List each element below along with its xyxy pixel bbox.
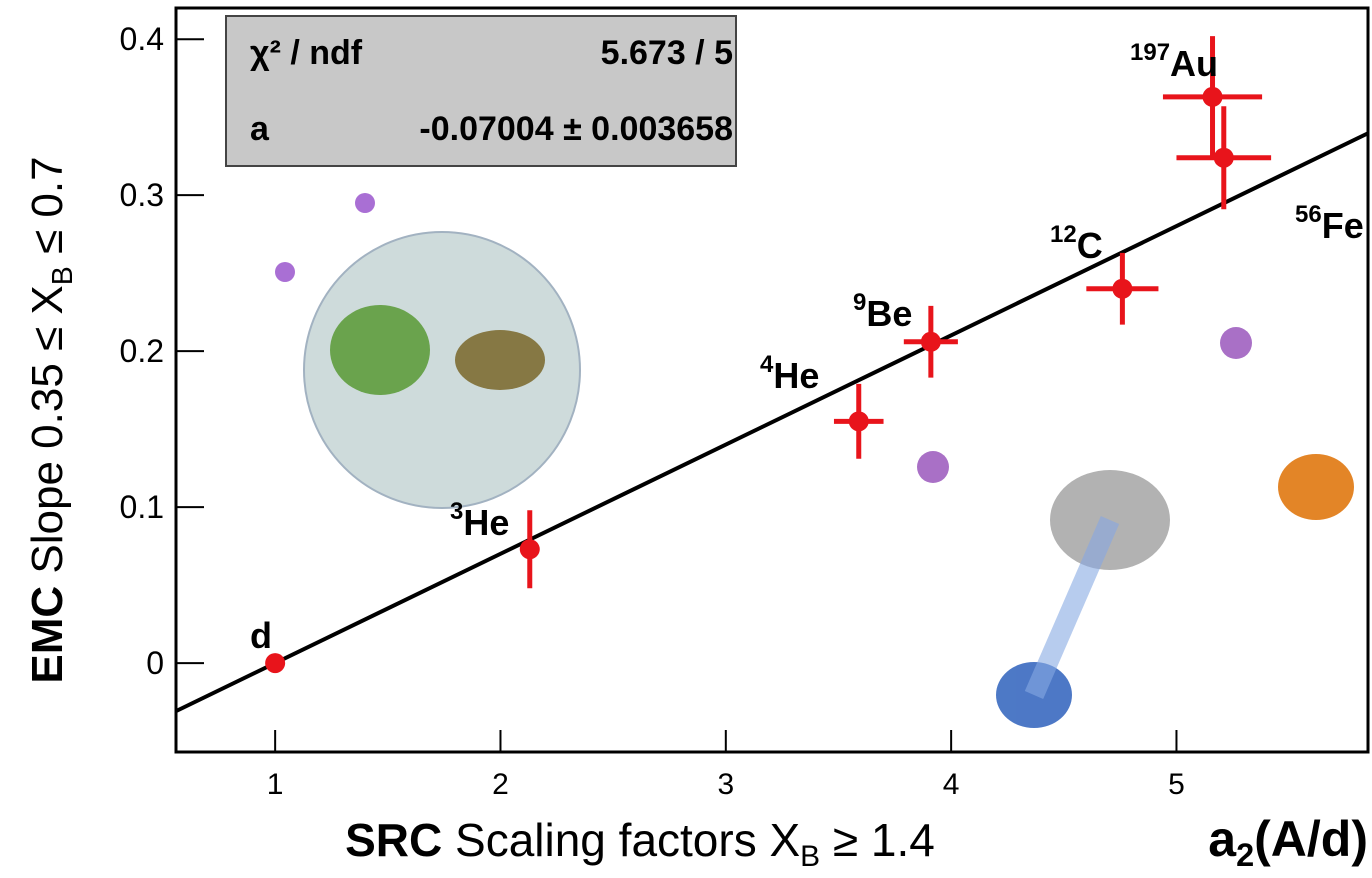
point-label: 9Be	[853, 289, 912, 334]
point-label-symbol: He	[463, 502, 509, 543]
point	[849, 411, 869, 431]
fit-value: 5.673 / 5	[601, 34, 733, 72]
point-label-mass: 197	[1130, 39, 1170, 66]
point-label: 12C	[1050, 221, 1103, 266]
fit-box: χ² / ndf 5.673 / 5 a -0.07004 ± 0.003658	[226, 16, 736, 166]
y-tick-label: 0.4	[120, 21, 164, 57]
point-label: 4He	[760, 351, 819, 396]
point-label-symbol: Fe	[1322, 205, 1364, 246]
chart: 1234500.10.20.30.4SRC Scaling factors XB…	[0, 0, 1372, 873]
x-axis-label-bold: SRC	[345, 814, 442, 866]
x-tick-label: 4	[943, 768, 960, 801]
x-tick-label: 5	[1168, 768, 1185, 801]
point-label: 56Fe	[1295, 201, 1364, 246]
x-axis-label-2-sub: 2	[1236, 837, 1254, 873]
fit-label: a	[250, 110, 270, 148]
point-label-mass: 9	[853, 289, 866, 316]
point	[1203, 87, 1223, 107]
x-axis-label-tail: ≥ 1.4	[820, 814, 935, 866]
x-tick-label: 2	[492, 768, 509, 801]
x-axis-label-sub: B	[800, 840, 820, 873]
point	[1112, 279, 1132, 299]
point-label-mass: 4	[760, 351, 774, 378]
y-axis-label-sub: B	[47, 266, 79, 285]
x-axis-label-2: a2(A/d)	[1208, 811, 1368, 873]
point-label-symbol: d	[250, 615, 272, 656]
point	[1214, 148, 1234, 168]
illustration	[275, 193, 1354, 728]
point-label: 197Au	[1130, 39, 1218, 84]
x-axis-label-text: Scaling factors X	[442, 814, 800, 866]
point	[265, 653, 285, 673]
point-label: d	[250, 615, 272, 656]
point-label-mass: 56	[1295, 201, 1322, 228]
x-tick-label: 1	[267, 768, 284, 801]
point-label-mass: 3	[450, 498, 463, 525]
x-axis-label: SRC Scaling factors XB ≥ 1.4	[345, 814, 935, 873]
point-label: 3He	[450, 498, 509, 543]
y-axis-label-tail: ≤ 0.7	[23, 156, 72, 266]
point-label-symbol: Au	[1170, 43, 1218, 84]
point	[520, 539, 540, 559]
point-label-symbol: He	[773, 355, 819, 396]
y-axis-label-text: Slope 0.35 ≤ X	[23, 285, 72, 586]
fit-value: -0.07004 ± 0.003658	[419, 110, 733, 148]
point-label-symbol: Be	[866, 293, 912, 334]
y-axis-label: EMC Slope 0.35 ≤ XB ≤ 0.7	[23, 156, 79, 683]
point-label-mass: 12	[1050, 221, 1077, 248]
point	[921, 332, 941, 352]
y-tick-label: 0.2	[120, 333, 164, 369]
y-tick-label: 0.1	[120, 489, 164, 525]
x-tick-label: 3	[717, 768, 734, 801]
y-axis-label-bold: EMC	[23, 586, 72, 684]
x-axis-label-2-text: a	[1208, 811, 1237, 867]
y-tick-label: 0	[146, 645, 164, 681]
fit-label: χ² / ndf	[250, 34, 363, 72]
point-label-symbol: C	[1077, 225, 1103, 266]
y-tick-label: 0.3	[120, 177, 164, 213]
x-axis-label-2-tail: (A/d)	[1254, 811, 1368, 867]
